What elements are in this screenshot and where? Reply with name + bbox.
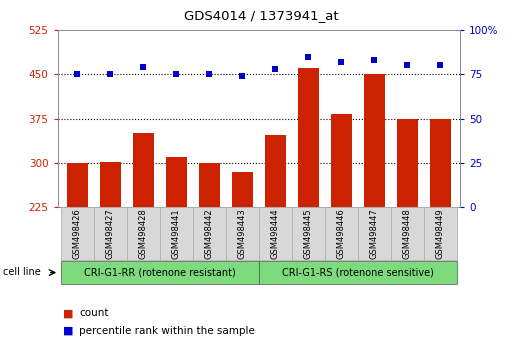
Bar <box>331 114 352 207</box>
Text: GSM498447: GSM498447 <box>370 208 379 259</box>
Text: GDS4014 / 1373941_at: GDS4014 / 1373941_at <box>184 9 339 22</box>
Bar <box>66 163 88 207</box>
Bar <box>424 207 457 260</box>
Text: CRI-G1-RR (rotenone resistant): CRI-G1-RR (rotenone resistant) <box>84 267 236 277</box>
Bar <box>363 74 385 207</box>
Bar <box>325 207 358 260</box>
Text: GSM498444: GSM498444 <box>271 208 280 259</box>
Point <box>436 63 445 68</box>
Bar <box>226 207 259 260</box>
Bar <box>166 157 187 207</box>
Bar <box>61 207 94 260</box>
Text: GSM498443: GSM498443 <box>238 208 247 259</box>
Point <box>172 72 180 77</box>
Point <box>337 59 346 65</box>
Bar <box>397 119 418 207</box>
Point <box>304 54 313 59</box>
Text: GSM498446: GSM498446 <box>337 208 346 259</box>
Text: count: count <box>79 308 109 318</box>
Text: GSM498442: GSM498442 <box>205 208 214 259</box>
Point <box>139 64 147 70</box>
Bar <box>160 207 193 260</box>
Point <box>403 63 412 68</box>
Bar <box>358 207 391 260</box>
Bar <box>232 172 253 207</box>
Bar <box>298 68 319 207</box>
Text: GSM498448: GSM498448 <box>403 208 412 259</box>
Point <box>271 66 280 72</box>
Bar <box>259 261 457 284</box>
Text: GSM498426: GSM498426 <box>73 208 82 259</box>
Bar <box>193 207 226 260</box>
Text: GSM498449: GSM498449 <box>436 208 445 259</box>
Text: GSM498427: GSM498427 <box>106 208 115 259</box>
Bar <box>265 135 286 207</box>
Bar <box>94 207 127 260</box>
Point <box>370 57 379 63</box>
Bar <box>61 261 259 284</box>
Bar <box>292 207 325 260</box>
Point <box>106 72 115 77</box>
Text: GSM498445: GSM498445 <box>304 208 313 259</box>
Text: cell line: cell line <box>3 267 40 276</box>
Point <box>73 72 82 77</box>
Bar <box>391 207 424 260</box>
Bar <box>430 119 451 207</box>
Text: GSM498441: GSM498441 <box>172 208 181 259</box>
Bar <box>99 162 121 207</box>
Text: ■: ■ <box>63 326 73 336</box>
Bar <box>127 207 160 260</box>
Text: CRI-G1-RS (rotenone sensitive): CRI-G1-RS (rotenone sensitive) <box>282 267 434 277</box>
Text: percentile rank within the sample: percentile rank within the sample <box>79 326 255 336</box>
Bar <box>259 207 292 260</box>
Text: GSM498428: GSM498428 <box>139 208 148 259</box>
Bar <box>133 133 154 207</box>
Text: ■: ■ <box>63 308 73 318</box>
Point <box>238 73 246 79</box>
Point <box>205 72 213 77</box>
Bar <box>199 164 220 207</box>
